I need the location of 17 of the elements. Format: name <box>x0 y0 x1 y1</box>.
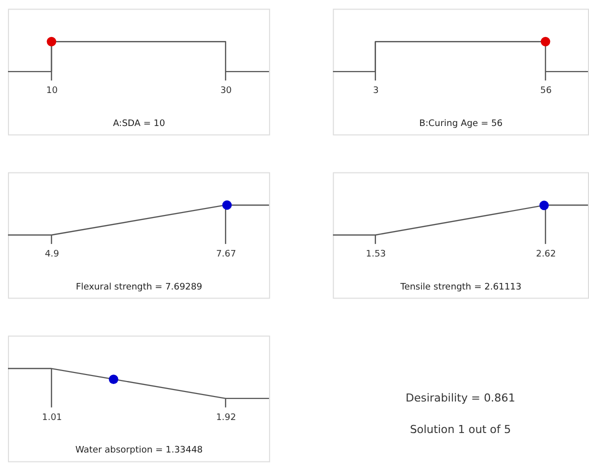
x-tick-label: 7.67 <box>216 249 236 260</box>
x-tick-label: 56 <box>540 86 552 96</box>
x-axis-title: Tensile strength = 2.61113 <box>399 282 522 292</box>
x-axis-title: Water absorption = 1.33448 <box>75 446 204 456</box>
x-tick-label: 1.53 <box>366 249 386 260</box>
x-axis-title: B:Curing Age = 56 <box>419 118 503 129</box>
x-tick-label: 2.62 <box>536 249 556 260</box>
text: Desirability = 0.861 <box>406 391 516 404</box>
x-tick-label: 30 <box>220 86 232 96</box>
x-axis-title: Flexural strength = 7.69289 <box>76 282 203 292</box>
x-tick-label: 4.9 <box>44 249 60 260</box>
x-axis-title: A:SDA = 10 <box>112 118 166 129</box>
x-tick-label: 1.01 <box>42 412 62 423</box>
x-tick-label: 1.92 <box>216 412 236 423</box>
x-tick-label: 3 <box>373 86 379 96</box>
text: Solution 1 out of 5 <box>410 422 511 436</box>
x-tick-label: 10 <box>46 86 58 96</box>
